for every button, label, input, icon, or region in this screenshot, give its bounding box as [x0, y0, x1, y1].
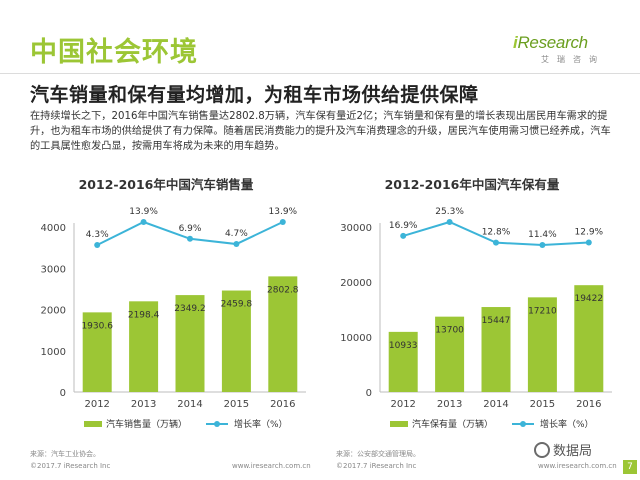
bar-value-label: 15447: [482, 316, 511, 326]
growth-point: [400, 232, 407, 239]
x-tick-label: 2015: [224, 399, 249, 410]
x-tick-label: 2012: [84, 399, 109, 410]
growth-rate-label: 13.9%: [269, 207, 298, 217]
y-tick-label: 0: [366, 388, 372, 399]
legend-line-label: 增长率（%）: [540, 418, 594, 430]
x-tick-label: 2016: [576, 399, 601, 410]
bar-value-label: 17210: [528, 306, 557, 316]
bar: [435, 316, 465, 392]
legend-line-marker: [520, 421, 526, 427]
legend-bar-swatch: [84, 421, 102, 427]
sales-source: 来源：汽车工业协会。: [30, 450, 100, 458]
x-tick-label: 2015: [530, 399, 555, 410]
growth-point: [187, 235, 193, 242]
bar-value-label: 13700: [435, 326, 464, 336]
bar: [268, 276, 298, 392]
y-tick-label: 3000: [41, 264, 66, 275]
iresearch-logo: iResearch 艾瑞咨询: [513, 33, 623, 73]
bar: [527, 297, 557, 392]
growth-rate-label: 4.3%: [86, 230, 109, 240]
y-tick-label: 20000: [340, 278, 372, 289]
legend-bar-swatch: [390, 421, 408, 427]
growth-rate-label: 16.9%: [389, 221, 418, 231]
growth-point: [493, 239, 499, 246]
x-tick-label: 2016: [270, 399, 295, 410]
y-tick-label: 10000: [340, 333, 372, 344]
growth-rate-label: 13.9%: [129, 207, 158, 217]
url-right[interactable]: www.iresearch.com.cn: [538, 462, 617, 470]
x-tick-label: 2013: [437, 399, 462, 410]
watermark: 数据局: [534, 440, 592, 459]
bar-value-label: 2349.2: [174, 304, 206, 314]
growth-point: [140, 219, 147, 225]
bar: [129, 301, 159, 392]
page-number: 7: [623, 460, 637, 474]
bar-value-label: 2198.4: [128, 310, 160, 320]
sales-chart: 2012-2016年中国汽车销售量 0 1000 2000 3000 4000 1930.…: [16, 170, 316, 442]
y-tick-label: 2000: [41, 306, 66, 317]
ownership-chart: 2012-2016年中国汽车保有量 0 10000 20000 30000 10933 2…: [322, 170, 622, 442]
bar-value-label: 10933: [389, 341, 418, 351]
growth-rate-label: 4.7%: [225, 229, 248, 239]
bar: [574, 285, 604, 392]
y-tick-label: 30000: [340, 223, 372, 234]
page-subtitle: 汽车销量和保有量均增加，为租车市场供给提供保障: [30, 84, 479, 106]
ownership-chart-title: 2012-2016年中国汽车保有量: [384, 177, 560, 192]
legend-bar-label: 汽车保有量（万辆）: [412, 418, 493, 430]
bar: [221, 290, 251, 392]
growth-rate-label: 25.3%: [435, 207, 464, 217]
x-tick-label: 2012: [390, 399, 415, 410]
ownership-chart-svg: 0 10000 20000 30000 10933 2012 13700 2013 15447 2…: [340, 207, 612, 430]
legend-line-label: 增长率（%）: [234, 418, 288, 430]
sales-chart-svg: 0 1000 2000 3000 4000 1930.6 2012 2198.4 2013 234…: [41, 207, 306, 430]
logo-word: Research: [517, 33, 588, 52]
x-tick-label: 2014: [177, 399, 202, 410]
y-tick-label: 4000: [41, 223, 66, 234]
growth-point: [446, 219, 453, 225]
bar: [481, 307, 511, 392]
watermark-text: 数据局: [553, 444, 593, 459]
y-tick-label: 1000: [41, 347, 66, 358]
section-title: 中国社会环境: [30, 37, 198, 68]
sales-chart-title: 2012-2016年中国汽车销售量: [78, 177, 254, 192]
copyright-right: ©2017.7 iResearch Inc: [336, 462, 417, 470]
growth-point: [585, 239, 592, 246]
url-left[interactable]: www.iresearch.com.cn: [232, 462, 311, 470]
bar-value-label: 1930.6: [81, 321, 113, 331]
bar-value-label: 2802.8: [267, 285, 299, 295]
body-paragraph: 在持续增长之下，2016年中国汽车销售量达2802.8万辆，汽车保有量近2亿；汽…: [30, 111, 611, 152]
bar: [388, 331, 418, 392]
legend-bar-label: 汽车销售量（万辆）: [106, 418, 187, 430]
x-tick-label: 2014: [483, 399, 508, 410]
growth-point: [279, 219, 286, 225]
bar-value-label: 2459.8: [221, 300, 253, 310]
bar-value-label: 19422: [574, 294, 603, 304]
x-tick-label: 2013: [131, 399, 156, 410]
growth-rate-label: 12.8%: [482, 228, 511, 238]
legend-line-marker: [214, 421, 220, 427]
bar: [82, 312, 112, 392]
logo-i: i: [513, 33, 518, 52]
bar: [175, 295, 205, 392]
copyright-left: ©2017.7 iResearch Inc: [30, 462, 111, 470]
wechat-icon: [534, 442, 550, 458]
y-tick-label: 0: [60, 388, 66, 399]
logo-subtext: 艾瑞咨询: [541, 55, 605, 64]
ownership-source: 来源：公安部交通管理局。: [336, 450, 420, 458]
growth-point: [94, 242, 101, 248]
growth-rate-label: 12.9%: [575, 228, 604, 238]
growth-point: [539, 242, 546, 248]
growth-rate-label: 11.4%: [528, 230, 557, 240]
growth-point: [233, 241, 240, 248]
growth-rate-label: 6.9%: [179, 224, 202, 234]
header-divider: [0, 73, 640, 74]
